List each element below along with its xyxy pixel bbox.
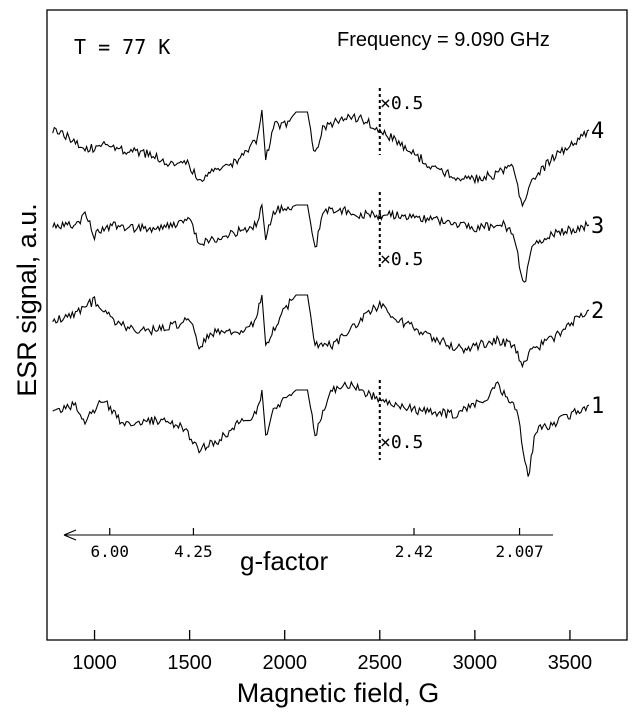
series-label-2: 2 — [591, 299, 604, 324]
x-axis-label: Magnetic field, G — [237, 678, 440, 708]
spectrum-line-1 — [52, 380, 590, 477]
scale-factor-label-series-3: ×0.5 — [380, 249, 423, 270]
y-axis-label: ESR signal, a.u. — [12, 203, 42, 397]
x-tick-label: 2000 — [262, 652, 307, 674]
temperature-annotation: T = 77 K — [74, 35, 170, 59]
g-factor-tick-label: 2.007 — [495, 542, 543, 561]
scale-factor-label-series-4: ×0.5 — [380, 93, 423, 114]
scale-factor-label-series-1: ×0.5 — [380, 432, 423, 453]
series-label-3: 3 — [591, 214, 604, 239]
g-factor-label: g-factor — [240, 546, 328, 576]
plot-frame — [46, 9, 628, 641]
frequency-annotation: Frequency = 9.090 GHz — [337, 29, 550, 51]
g-factor-ticks: 6.00 4.25 2.42 2.007 — [90, 528, 544, 561]
x-tick-label: 3000 — [453, 652, 498, 674]
g-factor-tick-label: 6.00 — [90, 542, 129, 561]
spectrum-line-4 — [52, 109, 590, 208]
x-tick-label: 1500 — [167, 652, 212, 674]
x-tick-label: 1000 — [72, 652, 117, 674]
g-factor-tick-label: 2.42 — [395, 542, 434, 561]
x-axis: 1000 1500 2000 2500 3000 3500 — [72, 630, 592, 674]
spectrum-line-3 — [52, 202, 590, 283]
g-factor-axis: 6.00 4.25 2.42 2.007 g-factor — [63, 528, 553, 576]
series-label-4: 4 — [591, 119, 604, 144]
x-tick-label: 2500 — [358, 652, 403, 674]
series-layer — [52, 109, 590, 477]
x-tick-label: 3500 — [548, 652, 593, 674]
g-factor-arrowhead — [63, 529, 77, 541]
series-label-layer: 4 3 2 1 — [591, 119, 604, 419]
g-factor-tick-label: 4.25 — [174, 542, 213, 561]
series-label-1: 1 — [591, 394, 604, 419]
spectrum-line-2 — [52, 294, 590, 369]
